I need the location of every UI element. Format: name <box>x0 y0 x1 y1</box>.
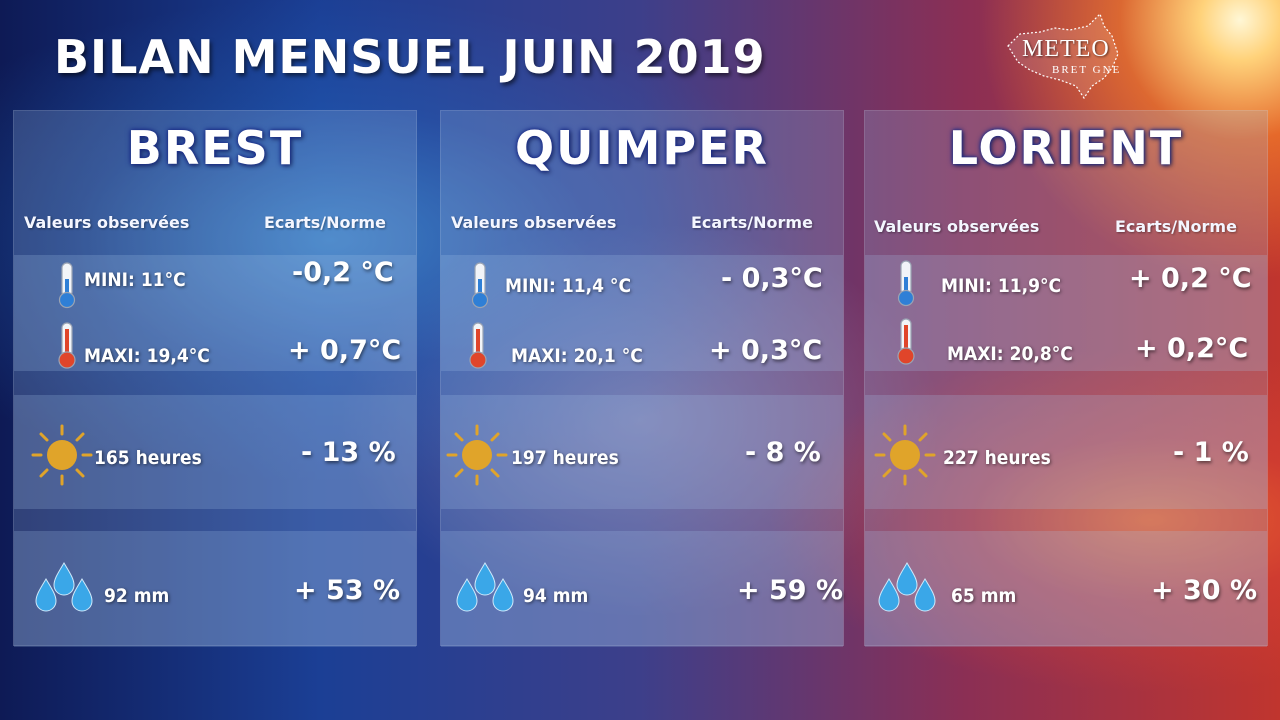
city-panel-lorient: LORIENT Valeurs observées Ecarts/Norme M… <box>864 110 1268 647</box>
rainfall-amount: 65 mm <box>951 585 1017 607</box>
temperature-band <box>865 255 1267 371</box>
rainfall-deviation: + 53 % <box>294 575 401 606</box>
observed-values-header: Valeurs observées <box>451 213 617 232</box>
rainfall-deviation: + 59 % <box>737 575 844 606</box>
deviation-header: Ecarts/Norme <box>264 213 386 232</box>
deviation-header: Ecarts/Norme <box>1115 217 1237 236</box>
city-name: BREST <box>126 121 304 175</box>
raindrops-icon <box>456 562 514 612</box>
max-temp-label: MAXI: 20,1 °C <box>511 345 643 367</box>
min-temp-deviation: -0,2 °C <box>292 257 394 288</box>
min-temp-deviation: - 0,3°C <box>721 263 823 294</box>
thermometer-cold-icon <box>897 260 915 307</box>
sunshine-band <box>865 395 1267 509</box>
thermometer-hot-icon <box>469 322 487 369</box>
sun-icon <box>874 424 936 486</box>
thermometer-hot-icon <box>58 322 76 369</box>
sunshine-hours: 197 heures <box>511 447 619 469</box>
temperature-band <box>14 255 416 371</box>
sun-icon <box>31 424 93 486</box>
city-panel-brest: BREST Valeurs observées Ecarts/Norme MIN… <box>13 110 417 647</box>
city-name: LORIENT <box>948 121 1184 175</box>
min-temp-deviation: + 0,2 °C <box>1129 263 1252 294</box>
max-temp-label: MAXI: 20,8°C <box>947 343 1073 365</box>
sunshine-deviation: - 13 % <box>301 437 396 468</box>
sunshine-deviation: - 8 % <box>745 437 821 468</box>
brittany-map-icon <box>1007 12 1119 100</box>
rainfall-amount: 94 mm <box>523 585 589 607</box>
observed-values-header: Valeurs observées <box>874 217 1040 236</box>
rainfall-band <box>865 531 1267 647</box>
max-temp-deviation: + 0,3°C <box>709 335 823 366</box>
min-temp-label: MINI: 11°C <box>84 269 186 291</box>
thermometer-cold-icon <box>471 262 489 309</box>
max-temp-deviation: + 0,7°C <box>288 335 402 366</box>
temperature-band <box>441 255 843 371</box>
sunshine-deviation: - 1 % <box>1173 437 1249 468</box>
raindrops-icon <box>35 562 93 612</box>
max-temp-deviation: + 0,2°C <box>1135 333 1249 364</box>
rainfall-deviation: + 30 % <box>1151 575 1258 606</box>
city-name: QUIMPER <box>515 121 769 175</box>
thermometer-cold-icon <box>58 262 76 309</box>
sunshine-hours: 165 heures <box>94 447 202 469</box>
max-temp-label: MAXI: 19,4°C <box>84 345 210 367</box>
sunshine-band <box>441 395 843 509</box>
sunshine-hours: 227 heures <box>943 447 1051 469</box>
sunshine-band <box>14 395 416 509</box>
sun-icon <box>446 424 508 486</box>
raindrops-icon <box>878 562 936 612</box>
min-temp-label: MINI: 11,9°C <box>941 275 1062 297</box>
page-title: BILAN MENSUEL JUIN 2019 <box>54 30 766 84</box>
min-temp-label: MINI: 11,4 °C <box>505 275 632 297</box>
meteo-bretagne-logo: METEO BRET GNE <box>1000 6 1130 106</box>
observed-values-header: Valeurs observées <box>24 213 190 232</box>
rainfall-amount: 92 mm <box>104 585 170 607</box>
deviation-header: Ecarts/Norme <box>691 213 813 232</box>
city-panel-quimper: QUIMPER Valeurs observées Ecarts/Norme M… <box>440 110 844 647</box>
logo-bretagne-text: BRET GNE <box>1052 64 1122 76</box>
logo-meteo-text: METEO <box>1022 36 1110 62</box>
thermometer-hot-icon <box>897 318 915 365</box>
